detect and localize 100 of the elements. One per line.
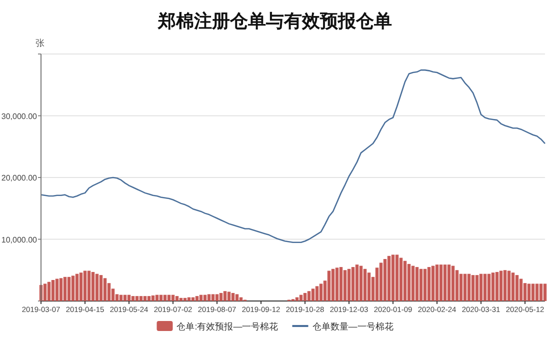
bar: [151, 295, 155, 301]
bar: [315, 286, 319, 301]
bar: [423, 268, 427, 301]
bar: [235, 294, 239, 301]
bar: [343, 270, 347, 301]
bar: [79, 272, 83, 301]
bar: [395, 254, 399, 301]
bar: [179, 298, 183, 301]
bar: [543, 284, 547, 301]
bar: [139, 296, 143, 301]
legend-label: 仓单:有效预报—一号棉花: [176, 322, 278, 332]
bar: [455, 270, 459, 301]
y-axis-title: 张: [36, 38, 44, 48]
bar: [103, 278, 107, 301]
bar: [475, 275, 479, 301]
bar: [223, 291, 227, 301]
bar: [491, 272, 495, 301]
bar: [95, 274, 99, 301]
bar: [155, 294, 159, 301]
bar: [355, 264, 359, 301]
bar: [451, 266, 455, 301]
bar: [175, 296, 179, 301]
bar: [511, 272, 515, 301]
bar: [299, 294, 303, 301]
bar: [447, 264, 451, 301]
bar: [91, 272, 95, 301]
bar: [527, 284, 531, 301]
bar: [215, 294, 219, 301]
bar: [211, 294, 215, 301]
bar: [435, 264, 439, 301]
bar: [467, 274, 471, 301]
bar: [487, 274, 491, 301]
bar: [459, 274, 463, 301]
bar: [87, 270, 91, 301]
bar: [59, 278, 63, 301]
bar: [119, 294, 123, 301]
bar: [163, 294, 167, 301]
bar: [479, 274, 483, 301]
bar: [363, 268, 367, 301]
bar: [63, 276, 67, 301]
bar: [439, 264, 443, 301]
bar: [331, 268, 335, 301]
bar: [303, 292, 307, 301]
bar: [127, 294, 131, 301]
bar: [167, 294, 171, 301]
bar: [219, 292, 223, 301]
bar: [131, 296, 135, 301]
bar: [339, 267, 343, 301]
bar: [47, 282, 51, 301]
bar: [399, 258, 403, 301]
bar: [71, 276, 75, 301]
bar: [55, 278, 59, 301]
bar: [379, 262, 383, 301]
bar: [427, 267, 431, 301]
bar: [75, 274, 79, 301]
y-tick-label: 30,000.00: [1, 112, 38, 121]
bar: [195, 296, 199, 301]
legend-label: 仓单数量—一号棉花: [312, 322, 394, 332]
bar: [495, 272, 499, 301]
bar: [51, 280, 55, 301]
bar: [347, 268, 351, 301]
bar: [499, 270, 503, 301]
bar: [311, 288, 315, 301]
bar: [463, 274, 467, 301]
bar: [43, 284, 47, 301]
bar: [199, 294, 203, 301]
bar: [391, 254, 395, 301]
bar: [319, 284, 323, 301]
bar: [327, 270, 331, 301]
bar: [171, 294, 175, 301]
bar: [207, 294, 211, 301]
bar: [535, 284, 539, 301]
bar: [367, 272, 371, 301]
bar: [443, 264, 447, 301]
bar: [147, 296, 151, 301]
bar: [159, 294, 163, 301]
y-tick-label: 10,000.00: [1, 235, 38, 244]
bar: [471, 275, 475, 301]
bar: [387, 256, 391, 301]
bar: [531, 284, 535, 301]
bar: [407, 264, 411, 301]
bar: [359, 266, 363, 301]
bar: [519, 278, 523, 301]
bar: [135, 296, 139, 301]
bar: [403, 260, 407, 301]
bar: [99, 275, 103, 301]
bar: [503, 270, 507, 301]
bar: [411, 266, 415, 301]
bar: [123, 294, 127, 301]
bar: [183, 298, 187, 301]
bar: [227, 292, 231, 301]
line-series: [40, 69, 546, 243]
bar: [507, 270, 511, 301]
chart-title: 郑棉注册仓单与有效预报仓单: [157, 11, 392, 31]
bar: [143, 296, 147, 301]
bar: [307, 291, 311, 301]
bar: [383, 259, 387, 301]
bar: [483, 274, 487, 301]
bar: [539, 284, 543, 301]
y-tick-label: 20,000.00: [1, 174, 38, 182]
